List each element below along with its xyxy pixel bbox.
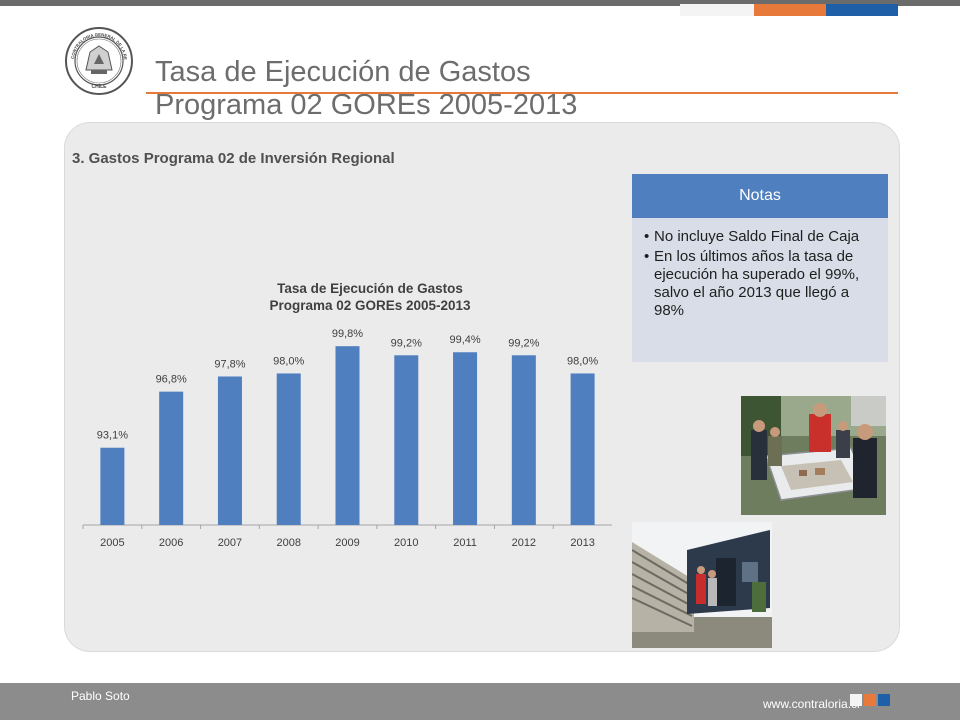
footer-square-blue: [878, 694, 890, 706]
x-tick-label-2007: 2007: [218, 537, 242, 549]
x-tick-label-2006: 2006: [159, 537, 183, 549]
chart-title-line2: Programa 02 GOREs 2005-2013: [269, 298, 471, 313]
page-title: Tasa de Ejecución de Gastos Programa 02 …: [155, 56, 577, 122]
x-tick-label-2012: 2012: [512, 537, 536, 549]
data-label-2009: 99,8%: [332, 328, 363, 340]
bar-2013: [570, 373, 595, 525]
svg-text:CHILE: CHILE: [92, 84, 108, 90]
bar-2006: [159, 391, 184, 525]
contraloria-seal-logo: CHILE CONTRALORIA GENERAL DE LA REPUBLIC…: [64, 26, 133, 95]
footer-website-link[interactable]: www.contraloria.cl: [763, 697, 860, 711]
page-title-line2: Programa 02 GOREs 2005-2013: [155, 89, 578, 121]
note-item: No incluye Saldo Final de Caja: [644, 228, 878, 246]
footer-bar: [0, 683, 960, 720]
data-label-2013: 98,0%: [567, 355, 598, 367]
building-bleachers-photo: [632, 522, 772, 648]
data-label-2012: 99,2%: [508, 337, 539, 349]
x-tick-label-2010: 2010: [394, 537, 418, 549]
note-item: En los últimos años la tasa de ejecución…: [644, 248, 878, 320]
footer-author: Pablo Soto: [71, 689, 130, 703]
page-title-line1: Tasa de Ejecución de Gastos: [155, 56, 531, 88]
title-underline: [146, 92, 898, 94]
top-accent-blue: [826, 4, 898, 16]
section-title: 3. Gastos Programa 02 de Inversión Regio…: [72, 150, 395, 167]
bar-2011: [453, 352, 478, 525]
data-label-2008: 98,0%: [273, 355, 304, 367]
bar-2010: [394, 355, 419, 525]
top-accent-white: [680, 4, 754, 16]
bar-2012: [511, 355, 536, 525]
bar-2009: [335, 346, 360, 525]
top-bar: [0, 0, 960, 6]
bar-2008: [276, 373, 301, 525]
x-tick-label-2005: 2005: [100, 537, 124, 549]
chart-title-line1: Tasa de Ejecución de Gastos: [277, 281, 463, 296]
notes-header: Notas: [632, 174, 888, 218]
data-label-2007: 97,8%: [214, 358, 245, 370]
x-tick-label-2009: 2009: [335, 537, 359, 549]
x-tick-label-2013: 2013: [570, 537, 594, 549]
people-around-model-photo: [741, 396, 886, 515]
data-label-2010: 99,2%: [391, 337, 422, 349]
data-label-2005: 93,1%: [97, 430, 128, 442]
x-tick-label-2011: 2011: [453, 537, 477, 549]
x-tick-label-2008: 2008: [276, 537, 300, 549]
data-label-2011: 99,4%: [449, 334, 480, 346]
bar-2005: [100, 447, 125, 525]
bar-2007: [217, 376, 242, 525]
data-label-2006: 96,8%: [156, 374, 187, 386]
notes-list: No incluye Saldo Final de Caja En los úl…: [632, 218, 888, 320]
footer-square-orange: [864, 694, 876, 706]
footer-square-white: [850, 694, 862, 706]
top-accent-orange: [754, 4, 826, 16]
chart-title: Tasa de Ejecución de Gastos Programa 02 …: [190, 280, 550, 314]
notes-box: Notas No incluye Saldo Final de Caja En …: [632, 174, 888, 362]
